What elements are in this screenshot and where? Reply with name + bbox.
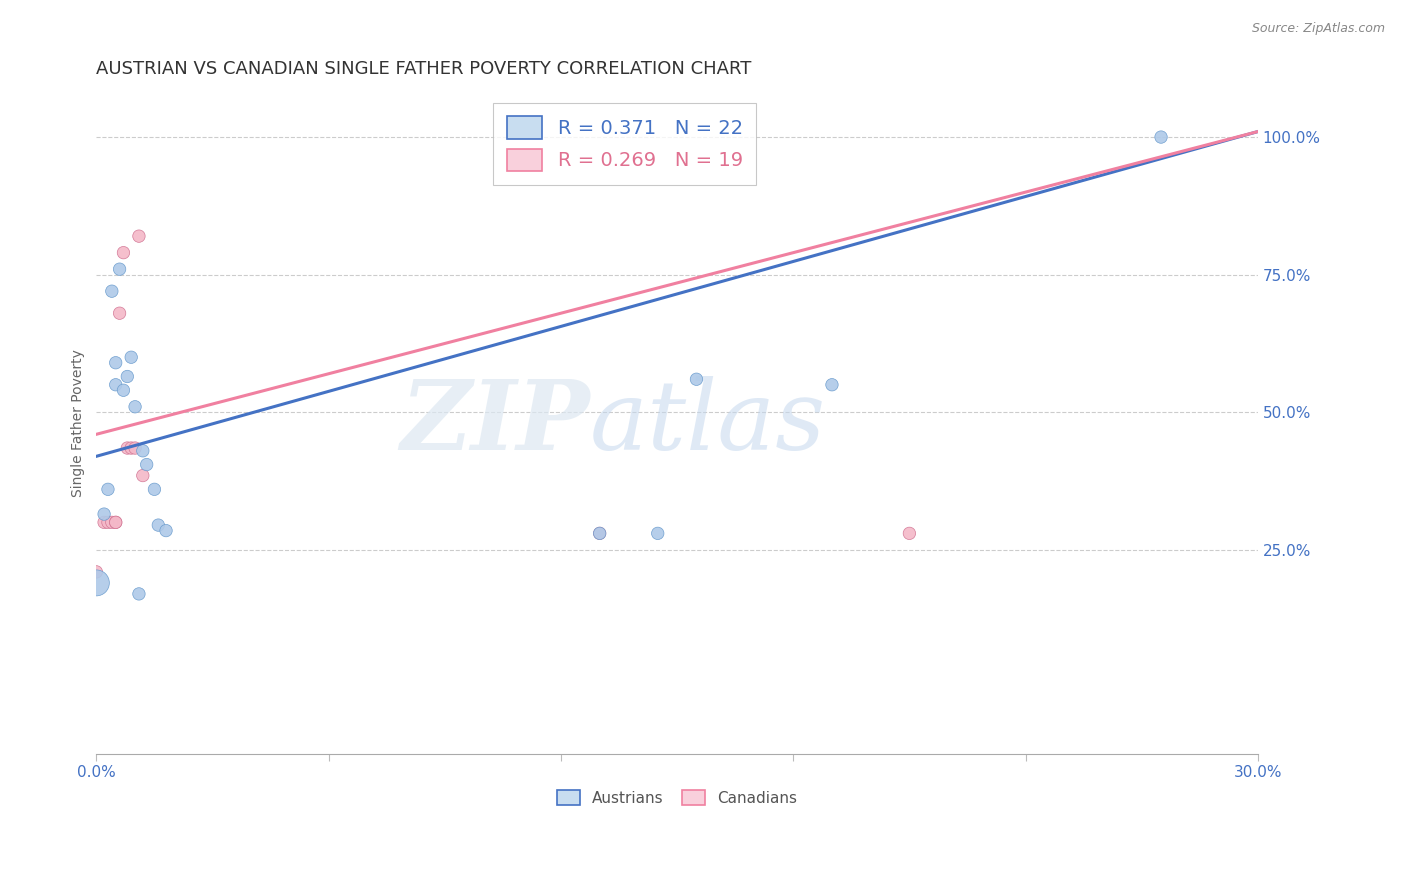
Point: [104, 516, 127, 530]
Point: [132, 443, 155, 458]
Point: [1150, 130, 1173, 145]
Point: [135, 458, 157, 472]
Point: [120, 441, 142, 455]
Point: [86, 575, 108, 590]
Point: [104, 377, 127, 392]
Point: [128, 587, 150, 601]
Point: [685, 372, 707, 386]
Point: [128, 229, 150, 244]
Point: [93, 516, 115, 530]
Point: [117, 369, 139, 384]
Point: [132, 468, 155, 483]
Point: [112, 245, 135, 260]
Point: [898, 526, 921, 541]
Point: [101, 284, 124, 298]
Point: [143, 483, 166, 497]
Text: Source: ZipAtlas.com: Source: ZipAtlas.com: [1251, 22, 1385, 36]
Point: [108, 306, 131, 320]
Point: [124, 400, 146, 414]
Point: [86, 565, 108, 579]
Point: [117, 441, 139, 455]
Text: ZIP: ZIP: [401, 376, 591, 470]
Point: [589, 526, 612, 541]
Point: [589, 526, 612, 541]
Point: [124, 441, 146, 455]
Point: [120, 350, 142, 364]
Point: [148, 518, 170, 533]
Point: [647, 526, 669, 541]
Point: [821, 377, 844, 392]
Point: [104, 356, 127, 370]
Legend: Austrians, Canadians: Austrians, Canadians: [551, 784, 803, 812]
Point: [112, 384, 135, 398]
Point: [155, 524, 177, 538]
Point: [101, 516, 124, 530]
Point: [97, 516, 120, 530]
Point: [108, 262, 131, 277]
Point: [104, 516, 127, 530]
Point: [93, 507, 115, 521]
Point: [97, 483, 120, 497]
Text: AUSTRIAN VS CANADIAN SINGLE FATHER POVERTY CORRELATION CHART: AUSTRIAN VS CANADIAN SINGLE FATHER POVER…: [97, 60, 752, 78]
Y-axis label: Single Father Poverty: Single Father Poverty: [72, 350, 86, 497]
Text: atlas: atlas: [591, 376, 827, 470]
